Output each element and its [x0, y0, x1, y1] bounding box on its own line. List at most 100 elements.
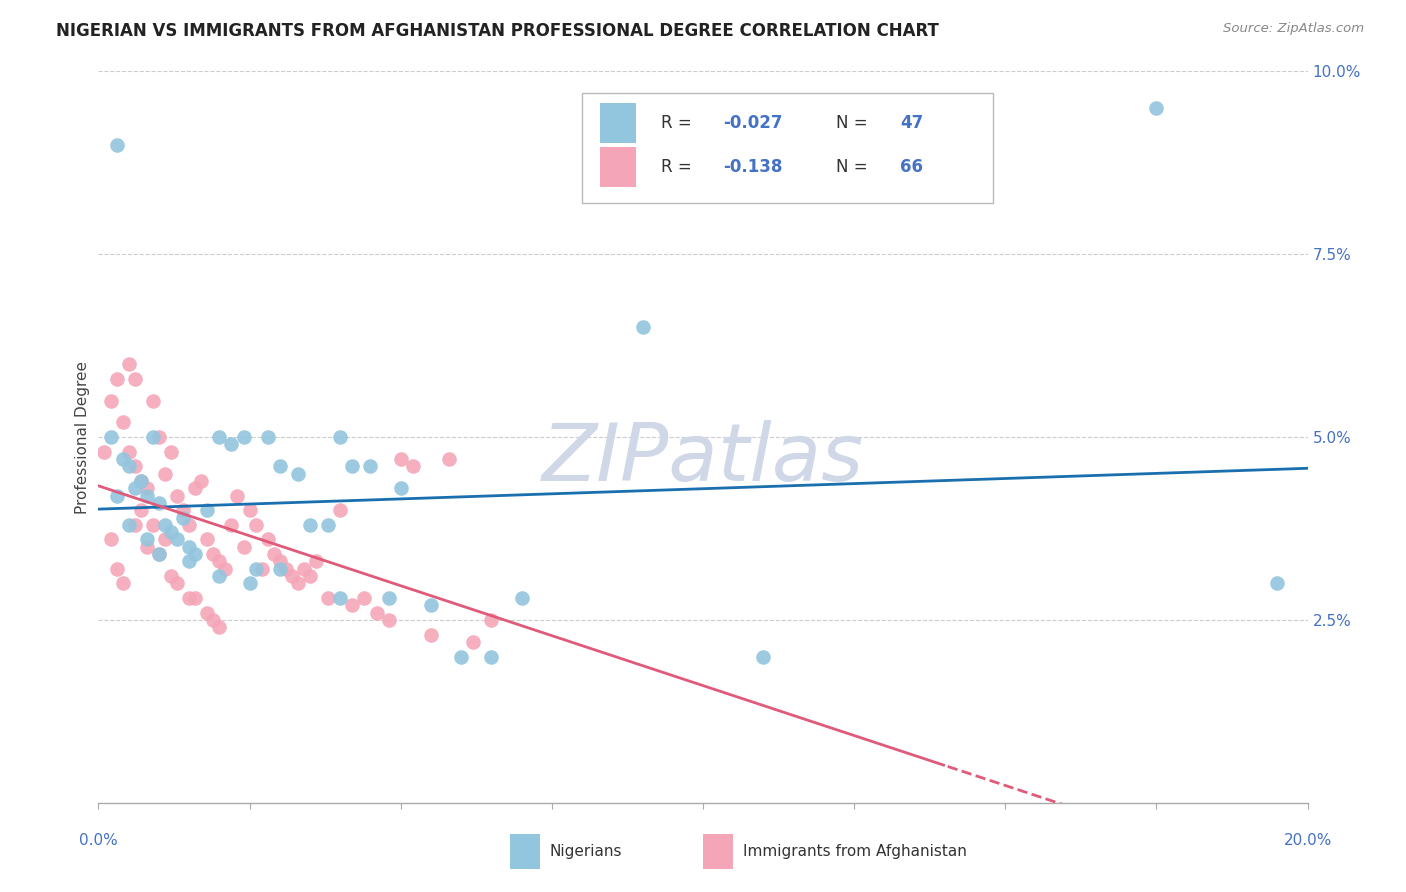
- Text: Source: ZipAtlas.com: Source: ZipAtlas.com: [1223, 22, 1364, 36]
- Point: [299, 517, 322, 532]
- Point: [450, 649, 472, 664]
- Point: [316, 591, 339, 605]
- Point: [184, 591, 207, 605]
- Point: [202, 613, 225, 627]
- Point: [100, 393, 122, 408]
- Point: [208, 620, 231, 634]
- Point: [190, 474, 212, 488]
- Point: [202, 547, 225, 561]
- Point: [142, 430, 165, 444]
- Point: [360, 459, 382, 474]
- Point: [353, 591, 375, 605]
- Point: [256, 430, 278, 444]
- Point: [631, 320, 654, 334]
- Point: [184, 481, 207, 495]
- Text: NIGERIAN VS IMMIGRANTS FROM AFGHANISTAN PROFESSIONAL DEGREE CORRELATION CHART: NIGERIAN VS IMMIGRANTS FROM AFGHANISTAN …: [56, 22, 939, 40]
- Bar: [509, 833, 540, 869]
- Point: [166, 489, 188, 503]
- Point: [142, 393, 165, 408]
- Point: [1267, 576, 1289, 591]
- Point: [195, 503, 218, 517]
- Point: [221, 517, 243, 532]
- Point: [135, 489, 157, 503]
- Point: [118, 459, 141, 474]
- Point: [402, 459, 425, 474]
- Point: [129, 474, 152, 488]
- Point: [195, 533, 218, 547]
- Point: [463, 635, 485, 649]
- Point: [226, 489, 249, 503]
- Point: [274, 562, 297, 576]
- Point: [148, 547, 170, 561]
- Point: [172, 510, 194, 524]
- Point: [153, 533, 176, 547]
- Point: [221, 437, 243, 451]
- Text: 66: 66: [900, 158, 924, 176]
- Point: [172, 503, 194, 517]
- Point: [124, 371, 146, 385]
- Point: [105, 562, 128, 576]
- Point: [437, 452, 460, 467]
- Point: [245, 517, 267, 532]
- Text: 20.0%: 20.0%: [1284, 833, 1331, 848]
- Point: [105, 489, 128, 503]
- Text: N =: N =: [837, 158, 873, 176]
- Bar: [703, 833, 734, 869]
- Point: [342, 459, 364, 474]
- Point: [148, 496, 170, 510]
- Point: [281, 569, 304, 583]
- Point: [100, 533, 122, 547]
- Text: R =: R =: [661, 158, 697, 176]
- Point: [420, 599, 443, 613]
- Point: [142, 517, 165, 532]
- Point: [420, 627, 443, 641]
- Bar: [600, 146, 637, 187]
- Point: [148, 430, 170, 444]
- Point: [100, 430, 122, 444]
- Point: [208, 430, 231, 444]
- Point: [377, 591, 399, 605]
- Point: [160, 444, 183, 458]
- Point: [292, 562, 315, 576]
- Point: [329, 591, 352, 605]
- Point: [129, 474, 152, 488]
- Point: [93, 444, 115, 458]
- Point: [510, 591, 533, 605]
- Point: [269, 459, 291, 474]
- Point: [118, 357, 141, 371]
- Point: [124, 459, 146, 474]
- Point: [389, 481, 412, 495]
- Point: [256, 533, 278, 547]
- Text: -0.027: -0.027: [724, 114, 783, 132]
- Y-axis label: Professional Degree: Professional Degree: [75, 360, 90, 514]
- Point: [148, 547, 170, 561]
- Point: [287, 576, 309, 591]
- Point: [129, 503, 152, 517]
- Point: [389, 452, 412, 467]
- Point: [377, 613, 399, 627]
- Point: [111, 416, 134, 430]
- Point: [153, 517, 176, 532]
- Point: [1144, 101, 1167, 115]
- Point: [124, 517, 146, 532]
- Point: [166, 533, 188, 547]
- Point: [111, 452, 134, 467]
- Point: [329, 430, 352, 444]
- Point: [214, 562, 236, 576]
- Point: [179, 554, 201, 568]
- Point: [752, 649, 775, 664]
- Point: [105, 137, 128, 152]
- Point: [105, 371, 128, 385]
- Point: [263, 547, 285, 561]
- Point: [135, 533, 157, 547]
- Point: [287, 467, 309, 481]
- Point: [135, 540, 157, 554]
- Text: 0.0%: 0.0%: [79, 833, 118, 848]
- Point: [179, 540, 201, 554]
- Point: [366, 606, 388, 620]
- Point: [179, 591, 201, 605]
- Text: ZIPatlas: ZIPatlas: [541, 420, 865, 498]
- Point: [245, 562, 267, 576]
- Point: [195, 606, 218, 620]
- Point: [160, 525, 183, 540]
